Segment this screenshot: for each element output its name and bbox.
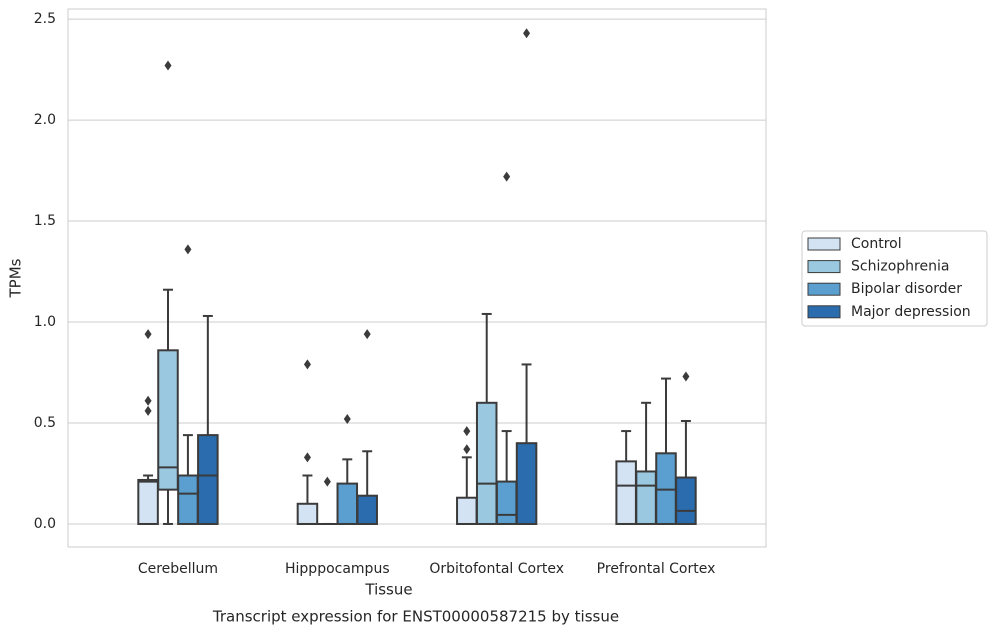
outlier	[463, 426, 471, 437]
box	[197, 434, 219, 525]
outlier	[144, 329, 152, 340]
outlier	[363, 329, 371, 340]
box	[336, 482, 359, 525]
outlier	[184, 244, 192, 255]
box	[495, 480, 518, 525]
box	[635, 470, 657, 525]
x-axis-label: Tissue	[364, 581, 412, 599]
box	[675, 476, 697, 525]
outlier	[523, 28, 531, 39]
box	[615, 460, 637, 525]
box	[356, 494, 378, 525]
outlier	[463, 444, 471, 455]
x-tick-label: Cerebellum	[138, 561, 218, 577]
outlier	[682, 371, 690, 382]
y-tick-label: 1.0	[34, 314, 56, 330]
y-tick-label: 0.5	[34, 415, 56, 431]
legend-swatch	[807, 260, 841, 274]
y-tick-label: 2.5	[34, 11, 56, 27]
plot-frame	[67, 8, 767, 548]
legend-label: Control	[851, 236, 902, 252]
y-tick-label: 1.5	[34, 213, 56, 229]
outlier	[164, 60, 172, 71]
box	[137, 478, 159, 525]
legend-label: Schizophrenia	[851, 259, 949, 275]
box	[157, 349, 179, 491]
outlier	[323, 476, 331, 487]
outlier	[343, 413, 351, 424]
outlier	[503, 171, 511, 182]
box	[177, 474, 199, 525]
legend-swatch	[807, 237, 841, 251]
y-axis-label: TPMs	[7, 258, 25, 298]
legend-label: Major depression	[851, 304, 971, 320]
box	[515, 442, 538, 525]
box	[475, 401, 498, 525]
box	[456, 496, 478, 525]
outlier	[303, 452, 311, 463]
chart-title: Transcript expression for ENST0000058721…	[212, 608, 619, 626]
y-tick-label: 2.0	[34, 112, 56, 128]
x-tick-label: Hipppocampus	[285, 561, 390, 577]
x-tick-label: Orbitofontal Cortex	[429, 561, 564, 577]
legend-swatch	[807, 282, 841, 296]
legend-swatch	[807, 305, 841, 319]
outlier	[303, 359, 311, 370]
legend-frame	[801, 230, 988, 327]
outlier	[144, 395, 152, 406]
x-tick-label: Prefrontal Cortex	[597, 561, 716, 577]
outlier	[144, 405, 152, 416]
box	[655, 452, 677, 525]
box	[296, 502, 319, 525]
legend-label: Bipolar disorder	[851, 281, 962, 297]
y-tick-label: 0.0	[34, 516, 56, 532]
